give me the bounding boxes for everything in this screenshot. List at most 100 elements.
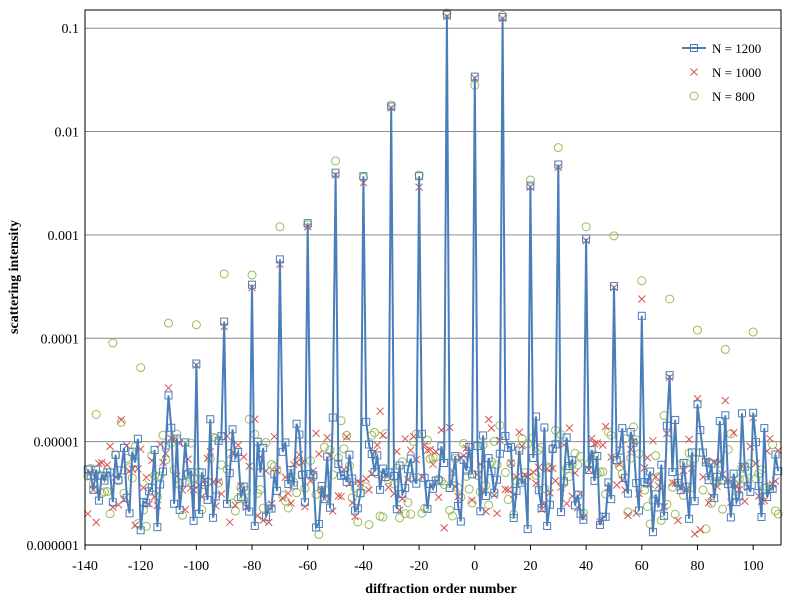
- point-n1200: [328, 413, 337, 422]
- point-n1200: [657, 460, 666, 469]
- point-n1200: [515, 446, 524, 455]
- x-marker-stroke: [504, 485, 513, 494]
- point-n1200: [295, 430, 304, 439]
- point-n800: [525, 175, 535, 185]
- point-n1200: [501, 431, 510, 440]
- x-marker-stroke: [164, 384, 173, 392]
- point-n1200: [570, 501, 579, 510]
- x-marker-stroke: [651, 473, 660, 481]
- point-n1000: [565, 424, 574, 432]
- point-n1200: [186, 468, 195, 477]
- point-n1200: [125, 509, 134, 518]
- x-marker-stroke: [685, 435, 693, 444]
- point-n800: [239, 494, 249, 504]
- point-n1200: [270, 470, 279, 479]
- point-n1000: [142, 473, 151, 482]
- point-n1200: [420, 473, 429, 482]
- point-n800: [651, 451, 661, 461]
- point-n1200: [334, 459, 343, 468]
- point-n1000: [440, 524, 448, 532]
- point-n1200: [635, 506, 644, 515]
- point-n1200: [303, 219, 312, 228]
- point-n800: [531, 470, 541, 480]
- point-n1200: [83, 465, 92, 474]
- x-marker-stroke: [484, 415, 493, 424]
- point-n800: [339, 444, 349, 454]
- point-n800: [141, 521, 151, 531]
- point-n1200: [170, 499, 179, 508]
- point-n1200: [390, 471, 399, 480]
- point-n1200: [640, 478, 649, 487]
- point-n1200: [721, 411, 730, 420]
- point-n1200: [181, 438, 190, 447]
- point-n800: [667, 482, 677, 492]
- point-n1200: [142, 499, 151, 508]
- point-n1000: [493, 509, 501, 518]
- point-n800: [347, 493, 357, 503]
- point-n800: [403, 498, 413, 508]
- point-n1000: [601, 422, 610, 431]
- x-marker-stroke: [106, 442, 114, 451]
- legend-item-n1000: N = 1000: [690, 65, 761, 80]
- point-n1200: [593, 452, 602, 461]
- x-marker-stroke: [423, 446, 432, 455]
- x-marker-stroke: [601, 422, 610, 431]
- point-n800: [417, 508, 427, 518]
- point-n1000: [468, 496, 476, 504]
- x-marker-stroke: [315, 450, 323, 458]
- point-n800: [91, 410, 101, 420]
- point-n1200: [451, 452, 460, 461]
- point-n1000: [501, 485, 510, 494]
- point-n800: [261, 438, 271, 448]
- point-n800: [628, 422, 638, 432]
- point-n1200: [751, 438, 760, 447]
- point-n800: [314, 529, 324, 539]
- point-n800: [467, 498, 477, 508]
- point-n1000: [766, 434, 774, 443]
- x-marker-stroke: [373, 441, 382, 449]
- point-n1200: [738, 409, 747, 418]
- x-marker-stroke: [426, 445, 435, 454]
- point-n1200: [757, 513, 766, 522]
- x-marker-stroke: [462, 444, 471, 452]
- point-n1200: [429, 484, 437, 493]
- point-n1200: [662, 421, 671, 430]
- point-n1200: [660, 511, 669, 520]
- point-n800: [325, 445, 335, 455]
- point-n1200: [161, 441, 170, 450]
- point-n800: [164, 318, 174, 328]
- point-n1000: [97, 458, 106, 467]
- point-n1000: [103, 461, 112, 469]
- point-n800: [172, 429, 182, 439]
- point-n800: [147, 451, 157, 461]
- x-marker-stroke: [231, 501, 240, 510]
- point-n800: [378, 512, 388, 522]
- x-marker-stroke: [598, 441, 607, 449]
- point-n1200: [615, 446, 624, 455]
- x-marker-stroke: [139, 483, 148, 492]
- point-n800: [361, 482, 371, 492]
- x-marker-stroke: [487, 424, 496, 433]
- point-n1200: [534, 486, 543, 495]
- point-n1200: [300, 498, 309, 507]
- x-marker-stroke: [649, 436, 657, 445]
- x-marker-stroke: [490, 491, 499, 499]
- point-n1000: [429, 460, 437, 469]
- x-tick-label: -100: [184, 559, 210, 574]
- point-n1200: [646, 467, 655, 476]
- x-marker-stroke: [562, 499, 571, 508]
- point-n1200: [172, 434, 181, 443]
- point-n800: [726, 429, 736, 439]
- point-n1200: [217, 432, 226, 441]
- point-n800: [331, 156, 341, 166]
- point-n1000: [337, 492, 345, 501]
- point-n1000: [106, 442, 114, 451]
- x-marker-stroke: [624, 511, 632, 520]
- point-n1200: [309, 471, 318, 480]
- x-tick-label: -140: [72, 559, 98, 574]
- point-n1200: [225, 469, 234, 478]
- point-n1200: [351, 506, 360, 515]
- point-n1200: [729, 469, 738, 478]
- point-n1200: [275, 255, 284, 264]
- point-n1200: [153, 523, 162, 532]
